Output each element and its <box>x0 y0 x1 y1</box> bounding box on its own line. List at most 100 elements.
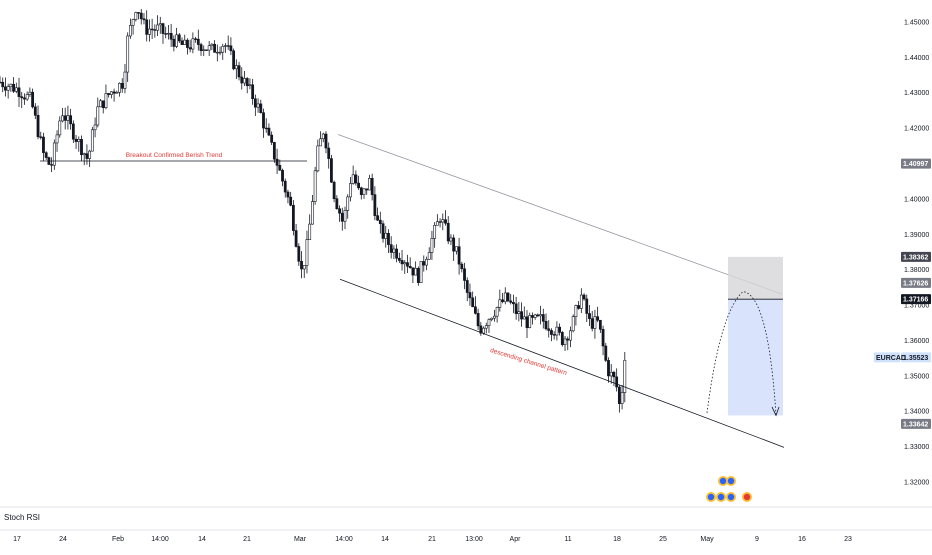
time-tick-label: May <box>700 536 714 543</box>
candle-body <box>381 223 385 239</box>
candle-body <box>226 45 230 47</box>
candle-body <box>359 187 363 195</box>
candle-body <box>80 138 83 156</box>
candle-body <box>441 219 445 223</box>
time-tick-label: 25 <box>659 536 667 543</box>
candle-body <box>161 23 165 34</box>
candle-body <box>256 103 260 108</box>
candle-body <box>302 265 306 270</box>
candle-body <box>99 100 102 108</box>
time-tick-label: 14 <box>198 536 206 543</box>
candle-body <box>460 263 464 270</box>
candle-body <box>392 248 396 253</box>
candle-body <box>115 92 119 94</box>
candle-body <box>373 194 377 216</box>
candle-body <box>471 297 475 308</box>
candle-body <box>234 65 238 70</box>
candle-body <box>232 50 236 70</box>
price-tag-bg <box>901 158 931 169</box>
candle-body <box>63 115 67 121</box>
candle-body <box>245 78 249 87</box>
candle-body <box>272 142 276 160</box>
price-tick-label: 1.44000 <box>904 55 929 62</box>
candle-body <box>205 49 208 51</box>
candle-body <box>473 306 477 314</box>
candle-body <box>289 196 293 206</box>
candle-body <box>531 315 534 318</box>
candle-body <box>569 330 572 341</box>
candle-body <box>620 392 624 404</box>
candle-body <box>42 136 45 153</box>
time-tick-label: 13:00 <box>465 536 483 543</box>
candle-body <box>175 34 178 47</box>
candle-body <box>202 49 206 51</box>
candle-body <box>148 28 151 35</box>
candle-body <box>36 115 40 138</box>
candle-body <box>139 12 143 20</box>
candle-body <box>253 98 257 108</box>
candle-body <box>308 223 312 240</box>
candle-body <box>444 219 447 224</box>
candle-body <box>283 180 287 193</box>
price-tick-label: 1.36000 <box>904 338 929 345</box>
price-tag-bg <box>901 294 931 305</box>
stop-loss-zone <box>728 256 783 300</box>
candle-body <box>177 34 181 42</box>
candle-body <box>400 260 404 265</box>
candle-body <box>229 45 233 52</box>
candle-body <box>109 91 113 95</box>
price-tick-label: 1.38000 <box>904 267 929 274</box>
candle-body <box>120 83 124 89</box>
event-icon <box>743 493 751 501</box>
candle-body <box>406 262 409 267</box>
candle-body <box>517 311 521 314</box>
price-tick-label: 1.35000 <box>904 373 929 380</box>
candle-body <box>25 94 29 100</box>
candle-body <box>370 178 374 195</box>
candle-body <box>281 169 284 182</box>
candle-body <box>0 81 2 84</box>
candle-body <box>490 317 494 320</box>
candle-body <box>343 210 347 222</box>
price-tick-label: 1.45000 <box>904 19 929 26</box>
candle-body <box>351 174 355 184</box>
candle-body <box>419 261 423 283</box>
candle-body <box>4 86 7 91</box>
candle-body <box>479 325 483 334</box>
candle-body <box>50 164 54 166</box>
candle-body <box>566 338 570 341</box>
candle-body <box>137 12 140 14</box>
candle-body <box>362 188 366 195</box>
candle-body <box>330 158 333 183</box>
candle-body <box>82 153 86 156</box>
candle-body <box>74 138 78 142</box>
candle-body <box>487 319 491 326</box>
candle-body <box>433 224 437 239</box>
candle-body <box>12 83 15 92</box>
candle-body <box>465 280 469 293</box>
time-tick-label: 14 <box>381 536 389 543</box>
time-tick-label: Feb <box>112 536 124 543</box>
projection-arrow <box>771 406 780 417</box>
candle-body <box>539 314 542 317</box>
candle-body <box>69 115 73 125</box>
candle-body <box>319 138 322 147</box>
candle-body <box>23 97 26 100</box>
candle-body <box>297 246 301 262</box>
candle-body <box>522 316 526 320</box>
candle-body <box>107 93 111 95</box>
candle-body <box>617 386 621 404</box>
price-tag-bg <box>901 352 931 363</box>
candle-body <box>577 305 581 309</box>
candle-body <box>286 191 290 198</box>
price-tick-label: 1.39000 <box>904 232 929 239</box>
candle-body <box>196 38 200 45</box>
candle-body <box>332 181 336 199</box>
candle-body <box>482 327 485 334</box>
candle-body <box>213 43 217 53</box>
price-tick-label: 1.37000 <box>904 303 929 310</box>
candle-body <box>463 268 466 281</box>
candle-body <box>558 326 562 333</box>
